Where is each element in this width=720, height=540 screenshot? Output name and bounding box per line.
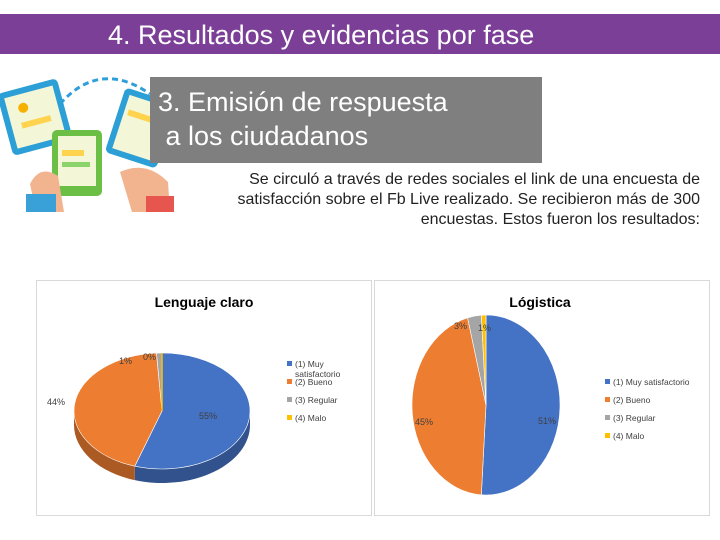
title-bar: 4. Resultados y evidencias por fase <box>0 14 720 54</box>
data-label: 3% <box>454 321 467 331</box>
data-label: 1% <box>478 323 491 333</box>
data-label: 1% <box>119 356 132 366</box>
tablet-icon <box>52 130 102 196</box>
chat-bubble-icon <box>127 109 156 124</box>
legend-entry: (1) Muy satisfactorio <box>613 377 690 387</box>
data-label: 0% <box>143 352 156 362</box>
legend-entry: (2) Bueno <box>295 377 333 387</box>
legend-entry: (1) Muy satisfactorio <box>295 359 341 379</box>
pie-slice <box>481 314 561 496</box>
legend-swatch <box>605 379 610 384</box>
page-title: 4. Resultados y evidencias por fase <box>108 20 535 50</box>
legend-entry: (4) Malo <box>295 413 326 423</box>
data-label: 51% <box>538 416 556 426</box>
chart-title: Lógistica <box>509 294 571 310</box>
data-label: 44% <box>47 397 65 407</box>
pie-slice-side <box>134 411 250 483</box>
legend-entry: (4) Malo <box>613 431 644 441</box>
legend-swatch <box>287 361 292 366</box>
subtitle-line-2: a los ciudadanos <box>158 121 369 151</box>
legend-entry: (2) Bueno <box>613 395 651 405</box>
pie-chart-lenguaje: Lenguaje claro 55% 44% 1% 0% (1) Muy satisfact… <box>47 294 341 483</box>
legend-swatch <box>605 433 610 438</box>
hands-icon <box>26 167 174 212</box>
pie-slice-side <box>74 411 135 481</box>
pie-slice <box>411 317 487 496</box>
legend-swatch <box>287 415 292 420</box>
chart-title: Lenguaje claro <box>155 294 254 310</box>
legend-entry: (3) Regular <box>613 413 656 423</box>
pie-slice <box>134 352 251 470</box>
legend-swatch <box>287 397 292 402</box>
legend-entry: (3) Regular <box>295 395 338 405</box>
subtitle-line-1: 3. Emisión de respuesta <box>158 87 448 117</box>
chart-logistica: Lógistica 51% 45% 3% 1% (1) Muy satisfactorio… <box>374 280 710 516</box>
data-label: 45% <box>415 417 433 427</box>
legend-swatch <box>605 415 610 420</box>
data-label: 55% <box>199 411 217 421</box>
legend-swatch <box>287 379 292 384</box>
wifi-icon <box>58 77 151 105</box>
chart-lenguaje-claro: Lenguaje claro 55% 44% 1% 0% (1) Muy satisfact… <box>36 280 372 516</box>
pie-slice <box>481 314 487 406</box>
section-subtitle: 3. Emisión de respuesta a los ciudadanos <box>150 77 542 163</box>
pie-slice <box>73 352 163 467</box>
pie-chart-logistica: Lógistica 51% 45% 3% 1% (1) Muy satisfactorio… <box>411 294 690 496</box>
description-text: Se circuló a través de redes sociales el… <box>237 171 700 228</box>
legend-swatch <box>605 397 610 402</box>
